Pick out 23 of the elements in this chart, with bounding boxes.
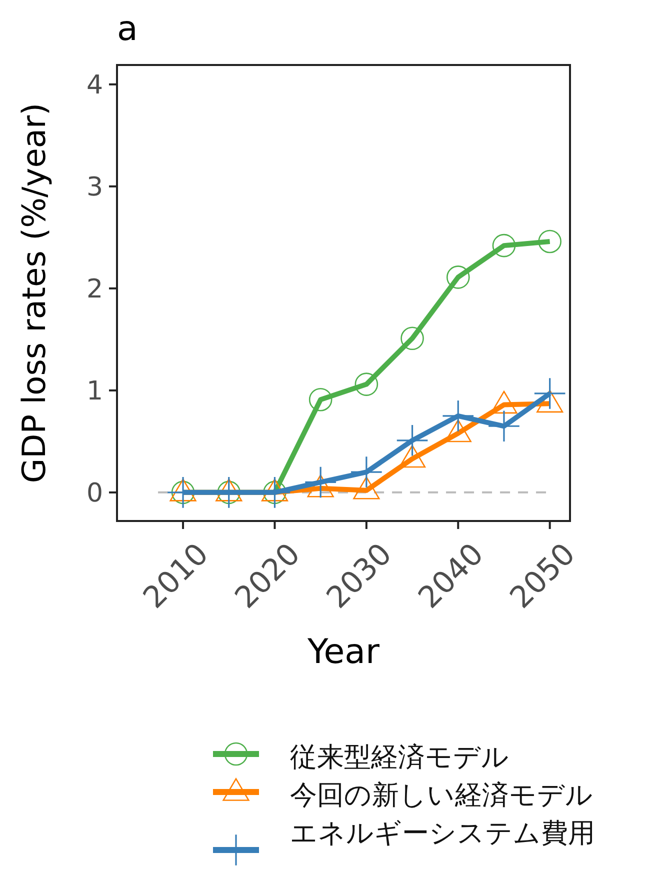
legend-label: 従来型経済モデル bbox=[290, 742, 509, 773]
point bbox=[396, 425, 428, 456]
y-axis-title: GDP loss rates (%/year) bbox=[15, 102, 53, 484]
y-tick-label: 1 bbox=[86, 376, 103, 407]
y-tick-label: 2 bbox=[86, 274, 103, 305]
point bbox=[351, 456, 382, 488]
point bbox=[492, 234, 516, 258]
point bbox=[400, 326, 424, 350]
y-tick-label: 4 bbox=[86, 70, 103, 100]
y-tick-label: 3 bbox=[86, 172, 103, 202]
legend-label: エネルギーシステム費用 bbox=[290, 818, 595, 849]
legend-label: 今回の新しい経済モデル bbox=[290, 780, 593, 811]
point bbox=[442, 400, 474, 432]
point bbox=[354, 372, 378, 396]
point bbox=[308, 388, 332, 412]
point bbox=[446, 266, 470, 289]
point bbox=[305, 466, 336, 498]
y-tick-label: 0 bbox=[86, 478, 103, 509]
x-axis-title: Year bbox=[306, 632, 380, 672]
point bbox=[488, 410, 520, 442]
chart-title: a bbox=[117, 9, 138, 49]
point bbox=[538, 230, 562, 254]
point bbox=[534, 378, 566, 409]
